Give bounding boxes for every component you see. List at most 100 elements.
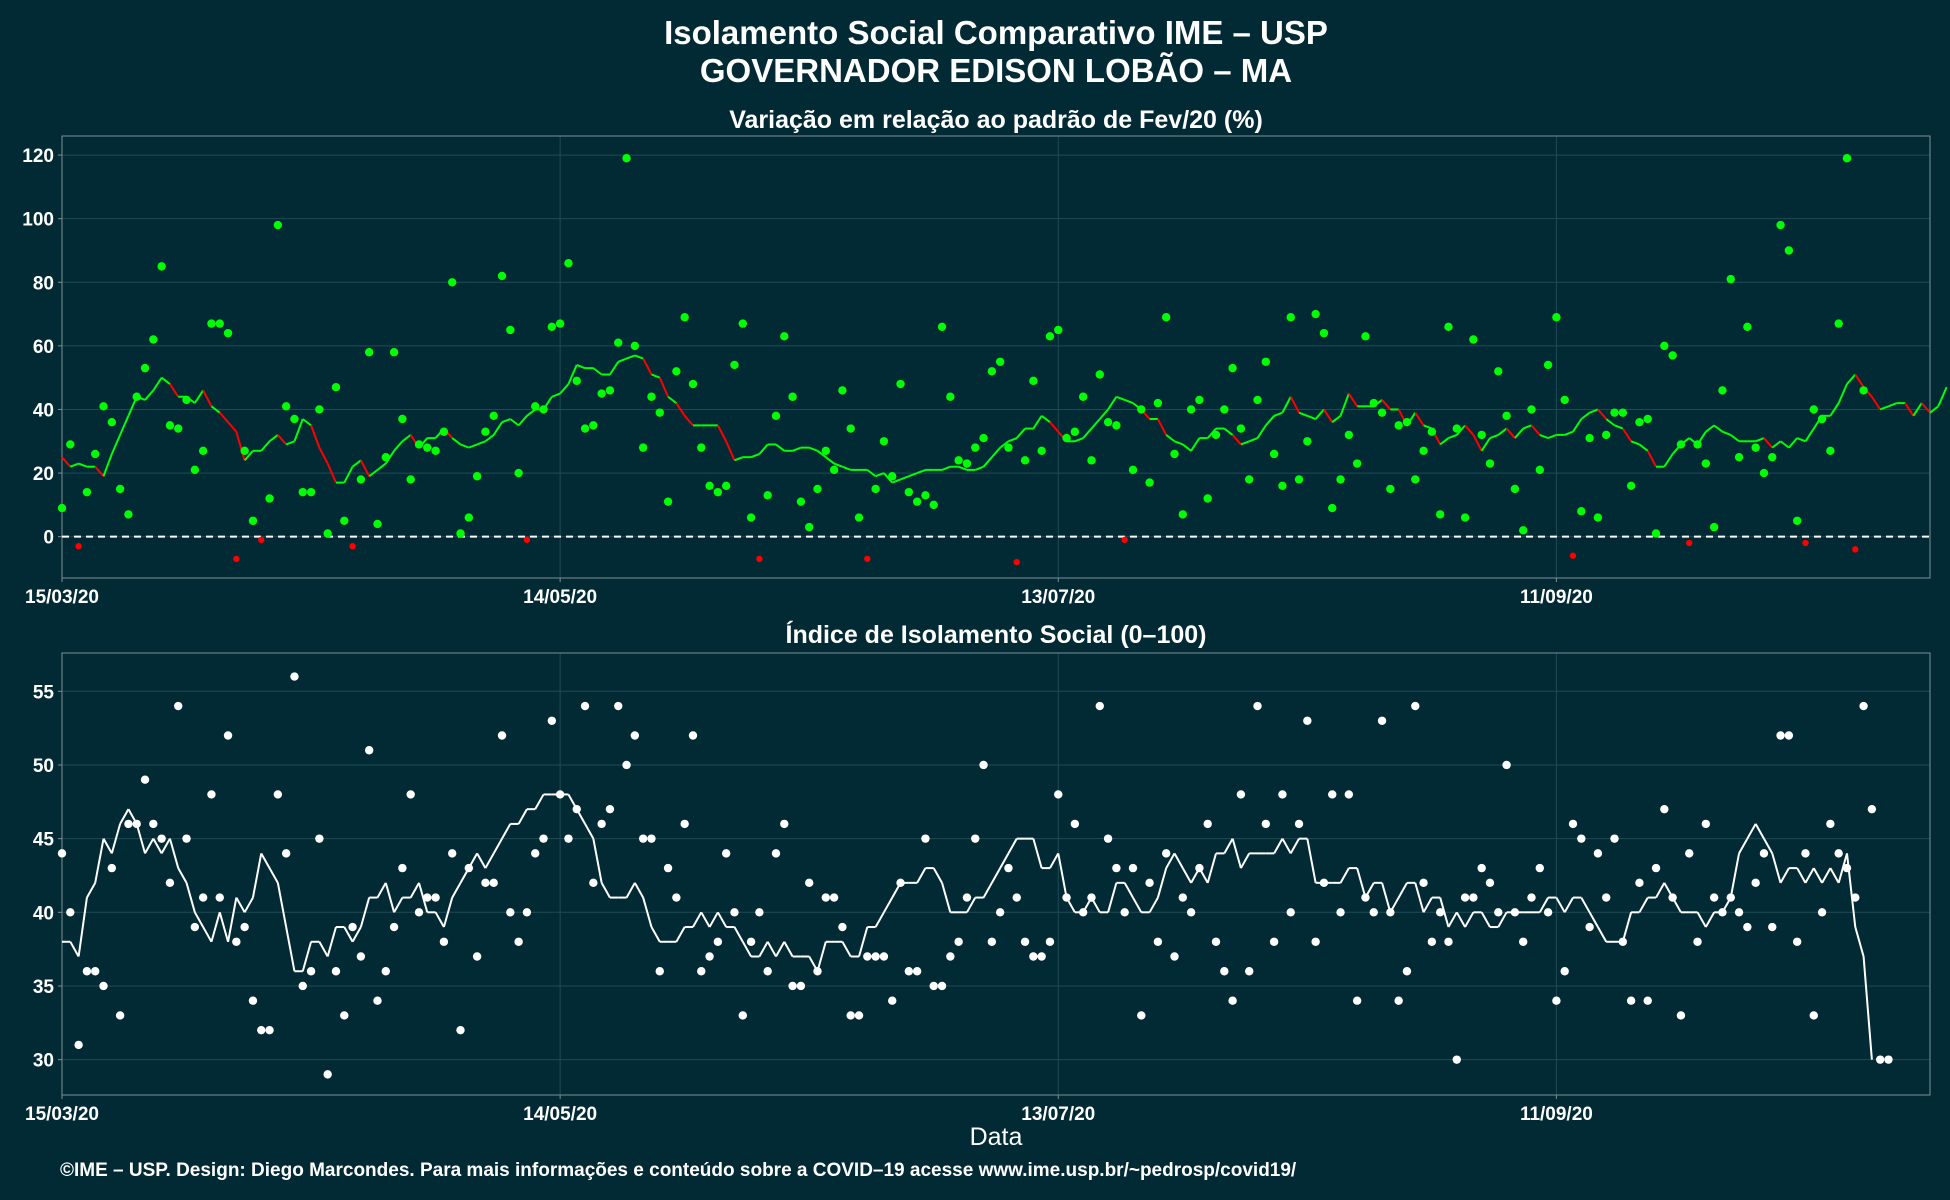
p1-daily-point: [1560, 395, 1569, 405]
p2-daily-point: [281, 849, 291, 858]
p2-x-tick-label: 13/07/20: [1021, 1104, 1095, 1125]
p2-moving-average-segment: [517, 808, 528, 825]
p1-daily-point: [456, 529, 465, 538]
p2-moving-average-segment: [650, 926, 661, 943]
p1-daily-point: [929, 500, 938, 510]
p1-daily-point: [82, 487, 92, 497]
p2-daily-point: [1726, 893, 1735, 902]
p1-moving-average-segment: [1032, 415, 1043, 430]
p2-daily-point: [157, 834, 166, 843]
p1-moving-average-segment: [1099, 408, 1109, 420]
p1-moving-average-segment: [1580, 411, 1591, 420]
p2-moving-average-segment: [717, 911, 728, 928]
p2-moving-average-segment: [1339, 867, 1350, 884]
p2-daily-point: [1411, 701, 1420, 711]
p1-moving-average-segment: [716, 424, 728, 442]
p1-daily-point: [864, 555, 871, 563]
p2-moving-average-segment: [376, 882, 387, 899]
p1-daily-point: [464, 513, 474, 522]
p2-moving-average-segment: [625, 882, 636, 899]
p1-moving-average-segment: [1314, 408, 1325, 420]
p2-daily-point: [1635, 878, 1644, 888]
p1-daily-point: [1103, 417, 1113, 427]
p2-daily-point: [1693, 937, 1702, 946]
p1-daily-point: [1817, 414, 1827, 424]
p1-daily-point: [431, 446, 440, 456]
p2-daily-point: [1577, 834, 1586, 843]
p1-daily-point: [398, 414, 407, 424]
p2-moving-average-segment: [741, 941, 752, 957]
p1-moving-average-segment: [1920, 402, 1931, 414]
p2-daily-point: [863, 952, 872, 961]
p2-daily-point: [273, 790, 283, 799]
p1-moving-average-segment: [393, 440, 404, 452]
p2-daily-point: [647, 834, 656, 843]
p2-moving-average-segment: [1049, 852, 1060, 869]
p2-daily-point: [688, 731, 698, 740]
p1-moving-average-segment: [1348, 393, 1358, 407]
p1-daily-point: [273, 220, 283, 230]
p2-daily-point: [730, 908, 739, 917]
p2-daily-point: [306, 967, 316, 976]
p1-moving-average-segment: [1589, 408, 1599, 414]
p2-moving-average-segment: [218, 912, 230, 943]
p2-daily-point: [1012, 893, 1021, 902]
p2-moving-average-segment: [675, 926, 686, 943]
p2-daily-point: [1685, 849, 1694, 858]
p2-daily-point: [871, 952, 880, 961]
p2-moving-average-segment: [584, 823, 595, 840]
p2-moving-average-segment: [1729, 853, 1741, 898]
p2-daily-point: [780, 819, 789, 829]
p1-daily-point: [315, 405, 324, 414]
p1-moving-average-segment: [517, 415, 528, 427]
p2-daily-point: [522, 908, 532, 917]
p1-daily-point: [763, 491, 772, 500]
p2-moving-average-segment: [1812, 867, 1823, 884]
p2-daily-point: [115, 1011, 125, 1020]
p1-moving-average-segment: [1871, 396, 1882, 411]
p1-daily-point: [1792, 516, 1802, 525]
p2-daily-point: [190, 922, 200, 932]
p2-daily-point: [1286, 908, 1295, 917]
p1-moving-average-segment: [1522, 424, 1532, 430]
p1-moving-average-segment: [293, 418, 304, 442]
p2-moving-average-segment: [492, 838, 503, 854]
p1-daily-point: [1336, 475, 1345, 484]
p2-daily-point: [373, 996, 382, 1005]
p2-daily-point: [971, 834, 980, 843]
p2-daily-point: [91, 967, 100, 976]
p1-daily-point: [448, 278, 457, 287]
p1-daily-point: [1668, 351, 1677, 360]
p2-daily-point: [290, 672, 299, 681]
p1-moving-average-segment: [310, 425, 321, 448]
p1-daily-point: [1743, 322, 1752, 331]
p2-daily-point: [1875, 1055, 1885, 1064]
p1-moving-average-segment: [1339, 393, 1350, 417]
p1-daily-point: [1344, 430, 1354, 440]
p2-moving-average-segment: [152, 838, 163, 854]
p1-daily-point: [1485, 459, 1495, 468]
p1-moving-average-segment: [891, 478, 901, 484]
p2-daily-point: [564, 834, 573, 843]
p2-moving-average-segment: [1538, 897, 1549, 913]
main-title-line2: GOVERNADOR EDISON LOBÃO – MA: [700, 52, 1292, 89]
p2-daily-point: [771, 849, 781, 858]
p2-daily-point: [1020, 937, 1030, 946]
p2-daily-point: [672, 893, 681, 902]
p1-daily-point: [547, 322, 557, 331]
p2-moving-average-segment: [326, 926, 337, 957]
p2-moving-average-segment: [409, 882, 420, 899]
p1-moving-average-segment: [326, 463, 337, 484]
panel1-plot-area: 0 20 40 60 80 100 120 15/03/20 14/05/20 13/07/20 1…: [22, 135, 1948, 608]
p1-daily-point: [1494, 367, 1503, 376]
p1-moving-average-segment: [1448, 433, 1458, 440]
p2-daily-point: [1494, 908, 1503, 917]
p1-daily-point: [1602, 430, 1611, 440]
p2-daily-point: [763, 967, 772, 976]
p2-moving-average-segment: [1231, 838, 1242, 869]
p2-daily-point: [805, 878, 814, 888]
p1-moving-average-segment: [1779, 440, 1790, 449]
p1-moving-average-segment: [1223, 427, 1234, 436]
p1-daily-point: [1543, 360, 1553, 370]
